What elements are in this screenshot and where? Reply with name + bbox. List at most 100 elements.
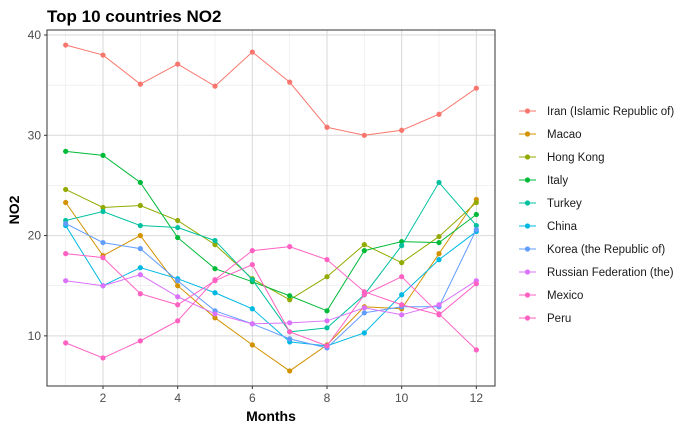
legend-label: Turkey [547,198,582,210]
y-tick-label: 20 [28,229,42,243]
data-point [175,224,181,231]
series-line [65,246,477,359]
legend-item: Macao [519,129,582,141]
legend-key-point [524,315,531,321]
series-line [65,181,477,333]
legend-item: Mexico [519,290,583,302]
data-point [399,243,405,249]
data-point [100,208,106,215]
legend-label: Peru [547,313,571,325]
legend-label: Italy [547,175,568,187]
data-point [137,265,143,271]
data-point [249,262,255,268]
data-point [473,281,479,287]
legend-item: Italy [519,175,568,187]
x-tick-label: 6 [249,391,256,405]
data-point [287,320,293,326]
data-point [287,79,293,85]
data-point [287,293,293,299]
legend-key-point [524,246,531,252]
data-point [175,302,181,308]
legend-key-point [524,108,531,114]
series-line [65,225,477,347]
data-point [137,81,143,87]
data-point [324,257,330,263]
data-point [249,49,255,55]
data-point [212,242,218,248]
data-point [175,61,181,67]
panel-background [47,30,495,386]
data-point [399,274,405,280]
data-point [249,342,255,348]
data-point [175,318,181,324]
data-point [473,226,479,233]
data-point [361,310,367,316]
data-point [324,325,330,331]
data-point [63,42,69,48]
legend-item: Peru [519,313,571,325]
x-tick-label: 10 [395,391,409,405]
legend-key-point [524,292,531,298]
data-point [324,308,330,314]
series-line [65,44,477,136]
data-point [175,283,181,289]
series-line [65,253,477,351]
legend-key-point [524,200,531,206]
data-point [175,217,181,224]
y-tick-label: 10 [28,329,42,343]
data-point [100,152,106,158]
data-point [63,186,69,193]
data-point [100,204,106,211]
data-point [436,233,442,240]
legend-key-point [524,223,531,229]
data-point [63,251,69,257]
axes: 2 4 6 8 10 12 10 20 30 40 [28,28,484,405]
data-point [361,242,367,248]
legend-item: Russian Federation (the) [519,267,674,279]
data-point [137,246,143,252]
data-point [175,294,181,300]
data-point [175,234,181,241]
data-point [212,315,218,321]
legend-label: Macao [547,129,582,141]
data-point [137,272,143,278]
legend-item: Iran (Islamic Republic of) [519,106,674,118]
data-point [361,289,367,295]
data-point [436,257,442,263]
series-9 [63,244,479,361]
x-axis-title: Months [246,408,296,424]
data-point [249,306,255,312]
data-point [212,266,218,272]
data-point [324,124,330,130]
y-tick-label: 40 [28,28,42,42]
legend-key-point [524,177,531,183]
data-point [287,329,293,335]
x-tick-label: 2 [100,391,107,405]
data-point [212,290,218,296]
data-point [399,260,405,266]
legend-label: Korea (the Republic of) [547,244,665,256]
data-point [63,278,69,284]
legend-item: China [519,221,578,233]
legend-key-point [524,269,531,275]
data-point [436,239,442,246]
data-point [473,222,479,229]
data-point [436,251,442,257]
x-tick-label: 12 [470,391,484,405]
x-tick-label: 4 [174,391,181,405]
data-point [436,302,442,308]
series-3 [63,148,479,314]
data-point [361,330,367,336]
y-axis-title: NO2 [6,195,22,224]
plot-area [46,29,496,387]
data-point [100,239,106,246]
y-tick-label: 30 [28,128,42,142]
data-point [137,202,143,209]
data-point [399,127,405,133]
data-point [361,305,367,311]
data-point [212,277,218,283]
data-point [399,312,405,318]
data-point [324,318,330,324]
data-point [100,52,106,58]
data-point [473,85,479,91]
